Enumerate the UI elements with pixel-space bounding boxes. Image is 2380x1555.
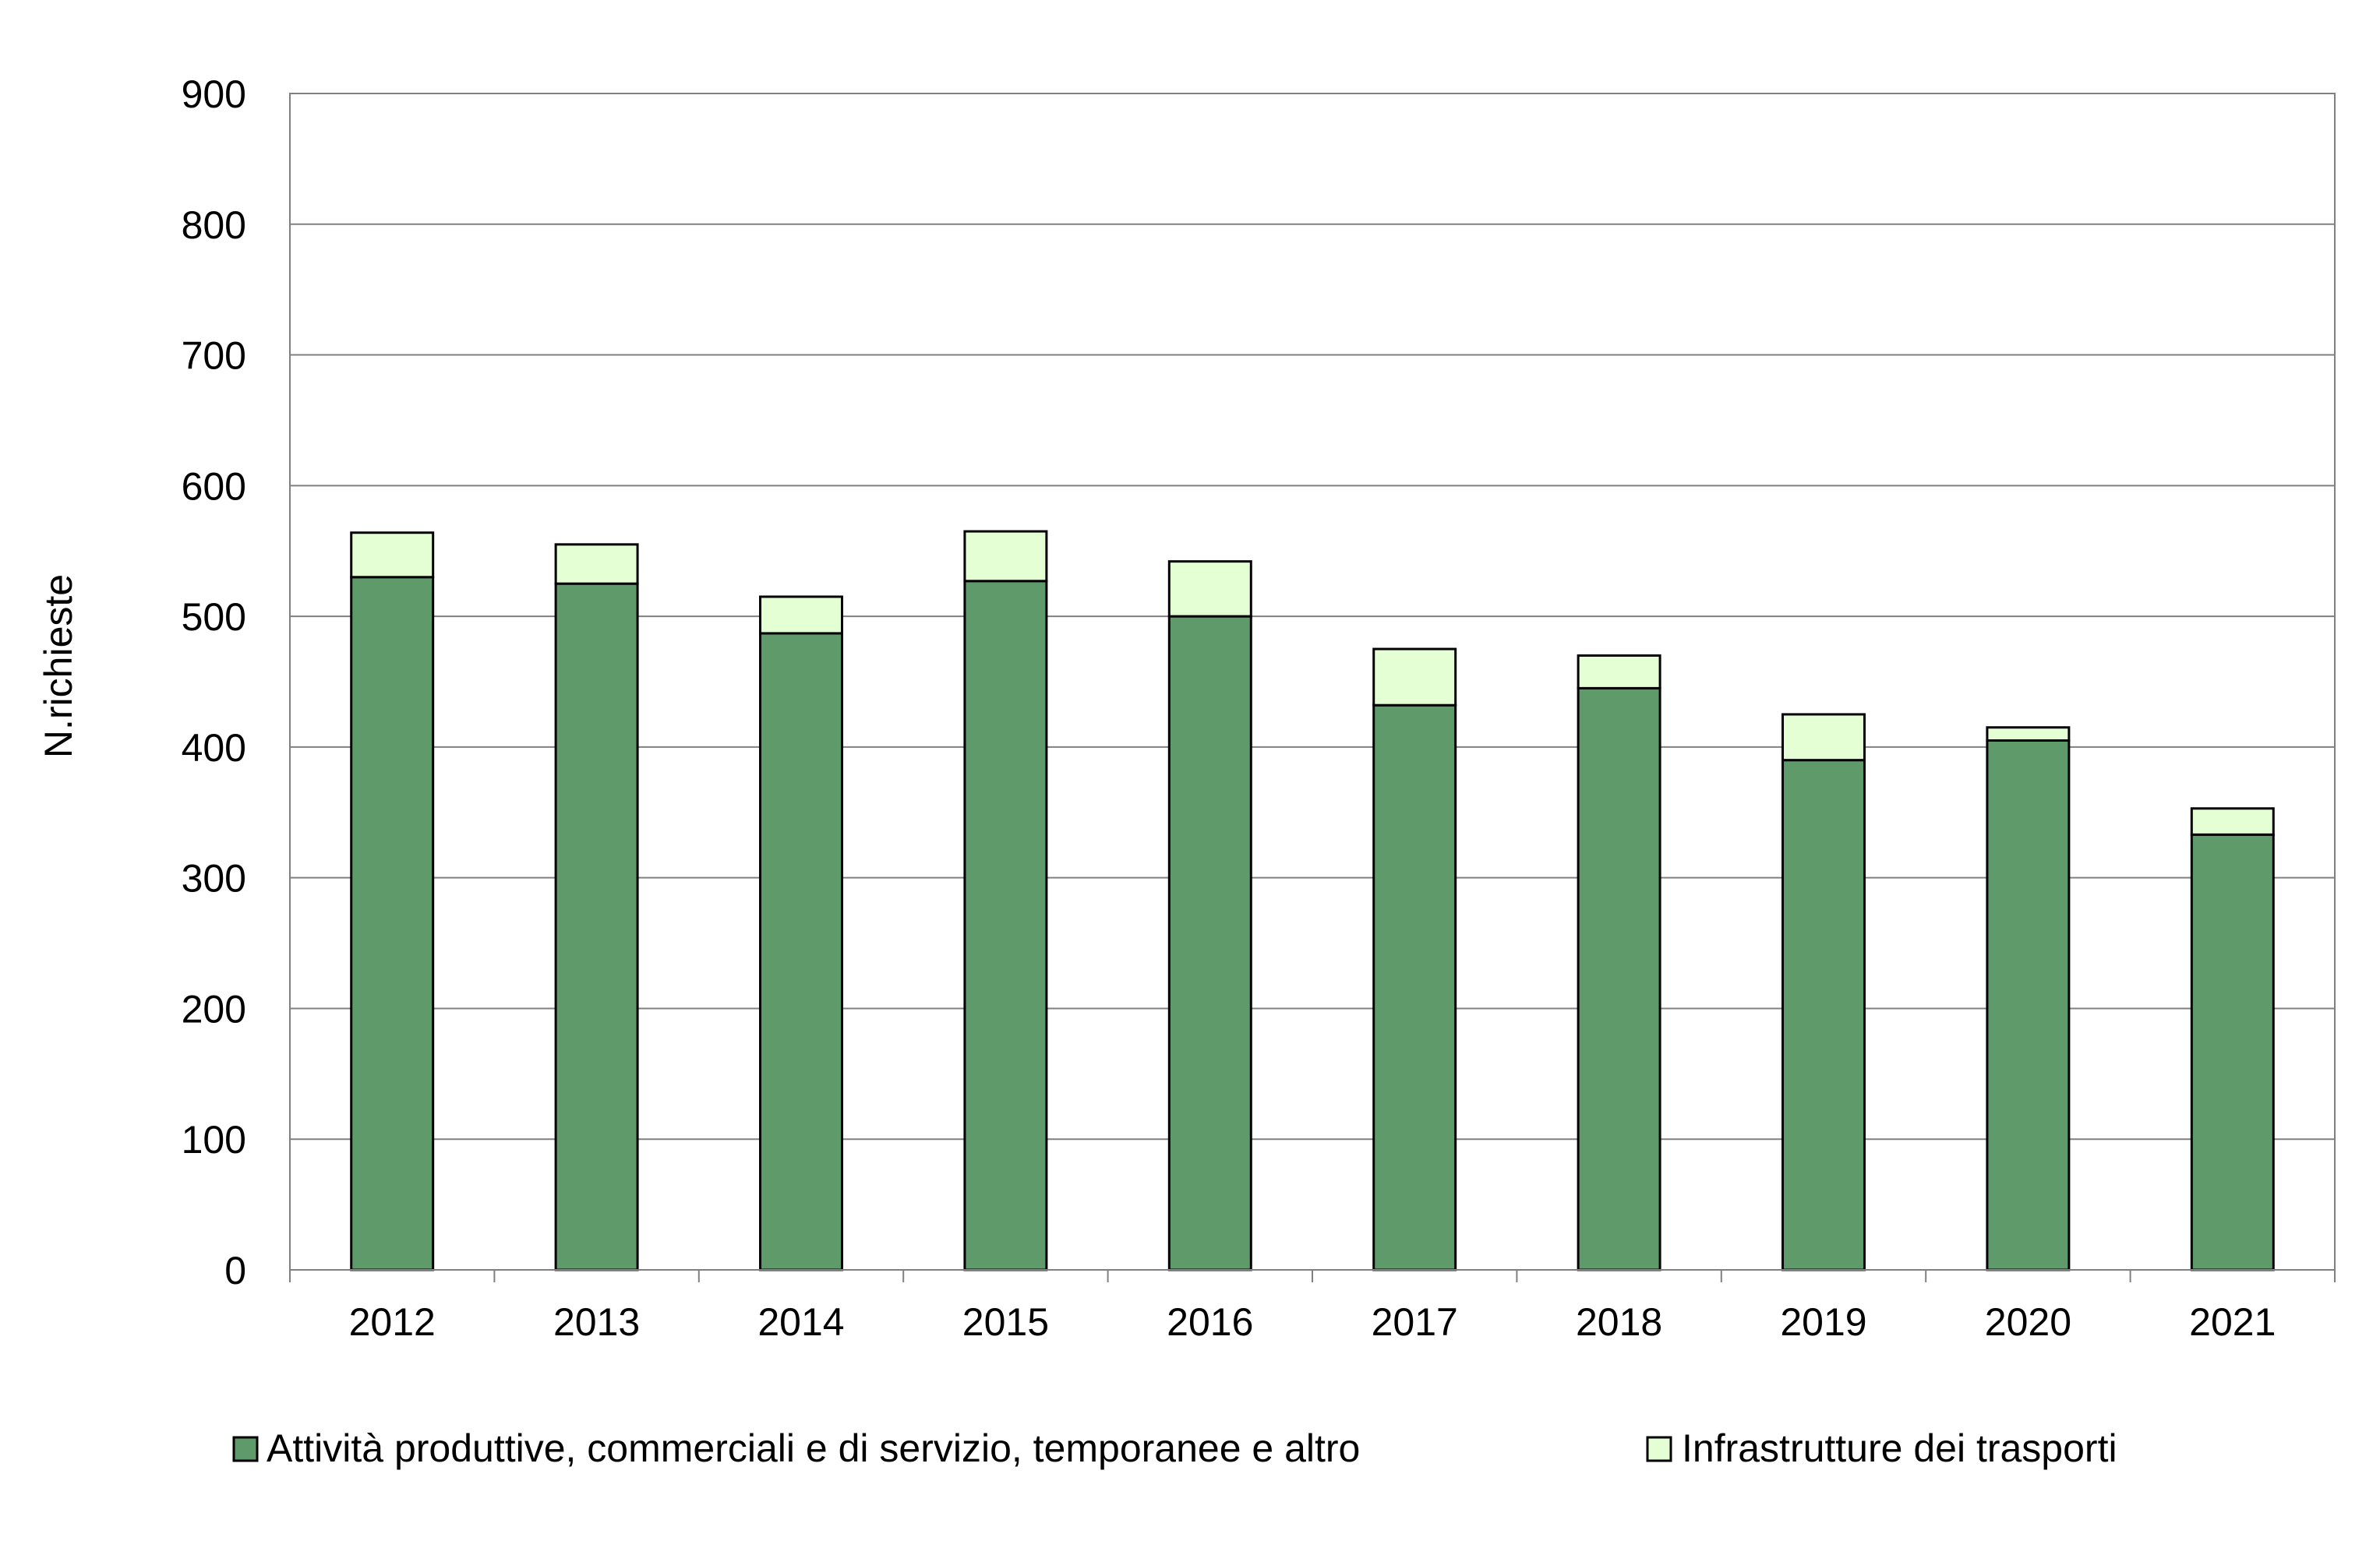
legend: Attività produttive, commerciali e di se…	[232, 1426, 2117, 1470]
bar-segment	[963, 580, 1048, 1271]
bar-segment	[1781, 713, 1866, 762]
bar-segment	[1372, 647, 1457, 707]
bar-segment	[2190, 807, 2275, 836]
bar-segment	[759, 632, 843, 1271]
bar-segment	[1577, 654, 1661, 689]
y-tick-label: 600	[182, 464, 246, 508]
bar-segment	[350, 531, 435, 579]
y-tick-label: 100	[182, 1118, 246, 1162]
x-tick-label: 2014	[757, 1300, 844, 1344]
y-axis-title: N.richieste	[37, 574, 80, 758]
y-tick-label: 700	[182, 334, 246, 378]
bar-segment	[1986, 726, 2071, 742]
bar-segment	[554, 582, 639, 1271]
legend-label: Attività produttive, commerciali e di se…	[267, 1426, 1360, 1470]
legend-label: Infrastrutture dei trasporti	[1682, 1426, 2117, 1470]
y-tick-label: 300	[182, 857, 246, 901]
y-tick-label: 400	[182, 726, 246, 770]
x-tick-label: 2015	[962, 1300, 1049, 1344]
x-tick-label: 2016	[1167, 1300, 1253, 1344]
bar-segment	[1167, 560, 1252, 618]
legend-swatch	[1646, 1436, 1672, 1462]
y-tick-label: 900	[182, 72, 246, 116]
x-axis: 2012 2013 2014 2015 2016 2017 2018 2019 2020 2021	[289, 1270, 2336, 1344]
x-tick-label: 2018	[1576, 1300, 1662, 1344]
bar-segment	[759, 595, 843, 635]
legend-swatch	[232, 1436, 259, 1462]
x-tick-label: 2021	[2189, 1300, 2276, 1344]
bar-segment	[350, 576, 435, 1271]
x-tick-label: 2013	[553, 1300, 640, 1344]
x-tick-label: 2017	[1372, 1300, 1458, 1344]
y-tick-label: 200	[182, 987, 246, 1031]
bars	[350, 530, 2275, 1271]
bar-segment	[1577, 686, 1661, 1271]
y-axis: 0 100 200 300 400 500 600 700 800 900	[182, 72, 246, 1292]
bar-segment	[963, 530, 1048, 583]
bar-segment	[1781, 759, 1866, 1271]
bar-segment	[2190, 833, 2275, 1271]
x-tick-label: 2019	[1780, 1300, 1866, 1344]
bar-segment	[554, 543, 639, 585]
y-tick-label: 800	[182, 203, 246, 247]
bar-segment	[1372, 703, 1457, 1271]
y-tick-label: 0	[224, 1249, 246, 1292]
y-tick-label: 500	[182, 595, 246, 639]
x-tick-label: 2020	[1985, 1300, 2071, 1344]
x-tick-label: 2012	[349, 1300, 436, 1344]
bar-segment	[1986, 739, 2071, 1271]
bar-segment	[1167, 615, 1252, 1271]
